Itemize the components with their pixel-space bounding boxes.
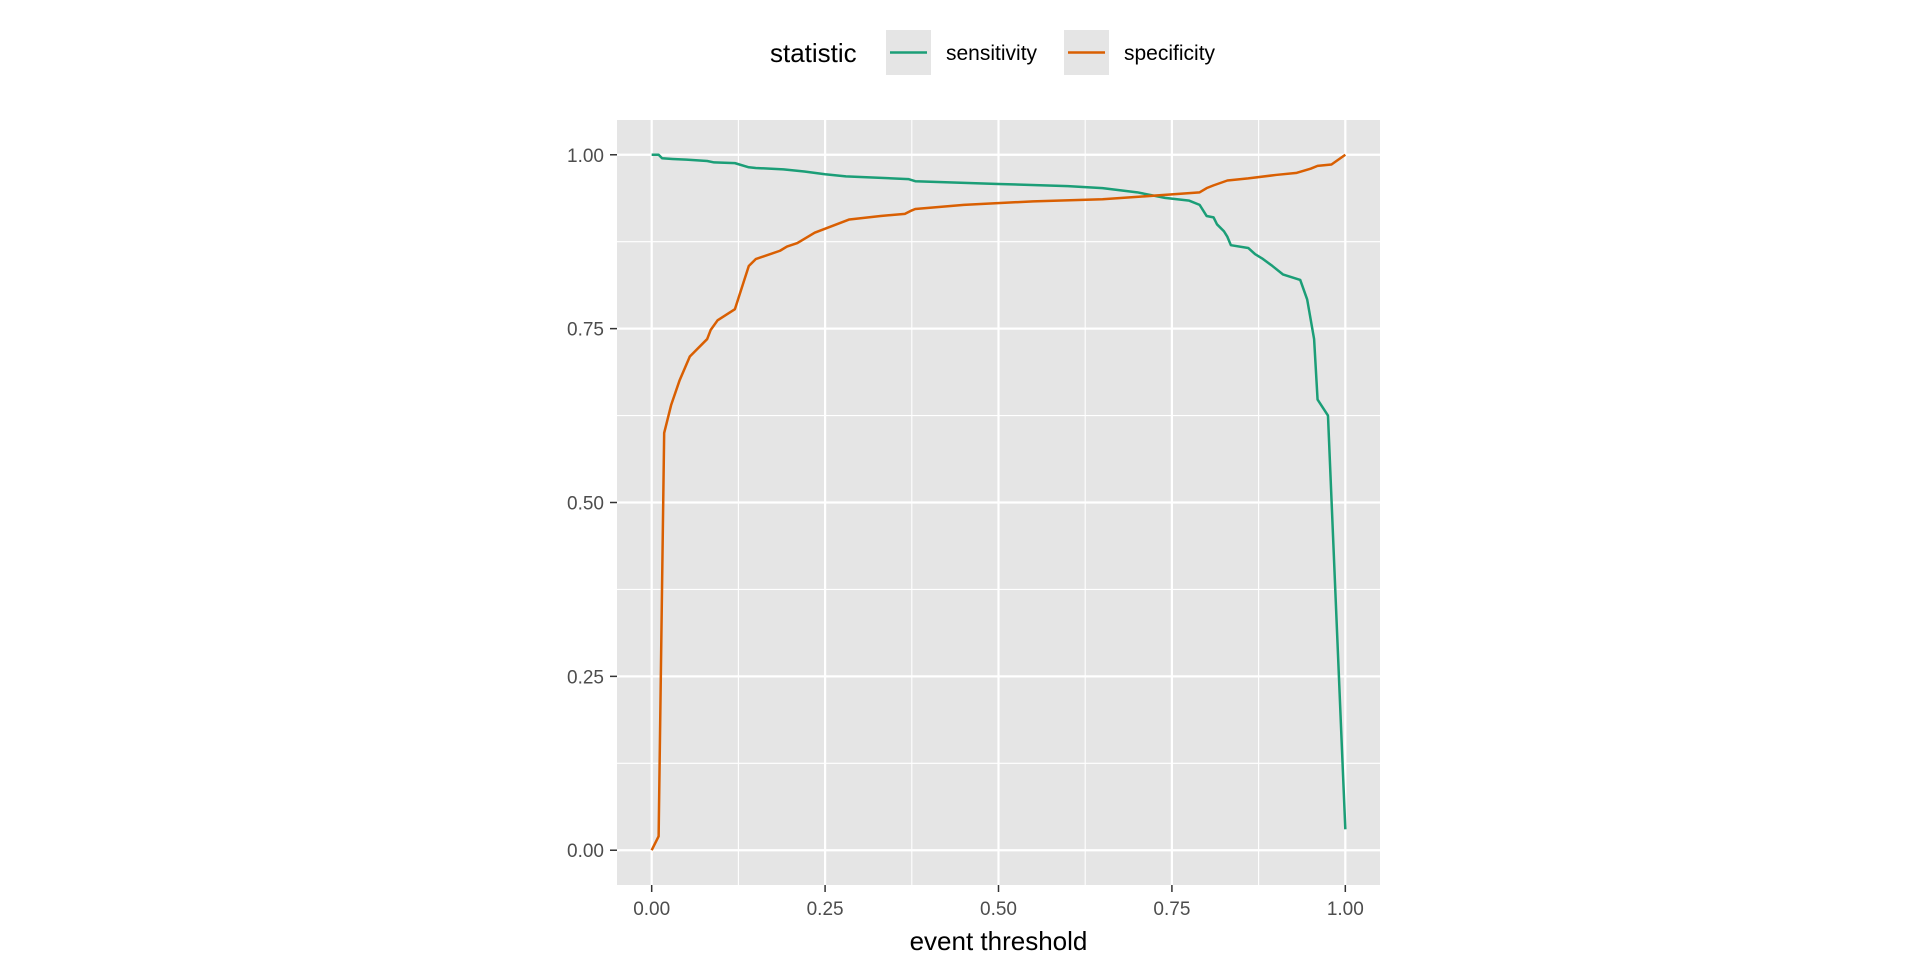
- y-axis: 0.00 0.25 0.50 0.75 1.00: [567, 146, 617, 862]
- y-tick-label: 0.75: [567, 320, 604, 341]
- legend-label-sensitivity: sensitivity: [946, 42, 1038, 65]
- y-tick-label: 0.50: [567, 494, 604, 515]
- legend: statistic sensitivity specificity: [770, 30, 1216, 75]
- series-line-specificity: [650, 153, 1347, 851]
- x-tick-label: 0.25: [807, 899, 844, 920]
- x-tick-label: 0.00: [633, 899, 670, 920]
- series-layer: [650, 153, 1347, 851]
- x-axis-title: event threshold: [910, 926, 1088, 956]
- x-tick-label: 1.00: [1327, 899, 1364, 920]
- legend-entry-sensitivity: sensitivity: [886, 30, 1038, 75]
- grid-major: [617, 120, 1380, 885]
- y-tick-label: 0.25: [567, 667, 604, 688]
- x-tick-label: 0.75: [1153, 899, 1190, 920]
- legend-title: statistic: [770, 38, 857, 68]
- x-tick-label: 0.50: [980, 899, 1017, 920]
- legend-label-specificity: specificity: [1124, 42, 1216, 65]
- legend-entry-specificity: specificity: [1064, 30, 1216, 75]
- x-axis: 0.00 0.25 0.50 0.75 1.00: [633, 885, 1364, 920]
- y-tick-label: 1.00: [567, 146, 604, 167]
- y-tick-label: 0.00: [567, 841, 604, 862]
